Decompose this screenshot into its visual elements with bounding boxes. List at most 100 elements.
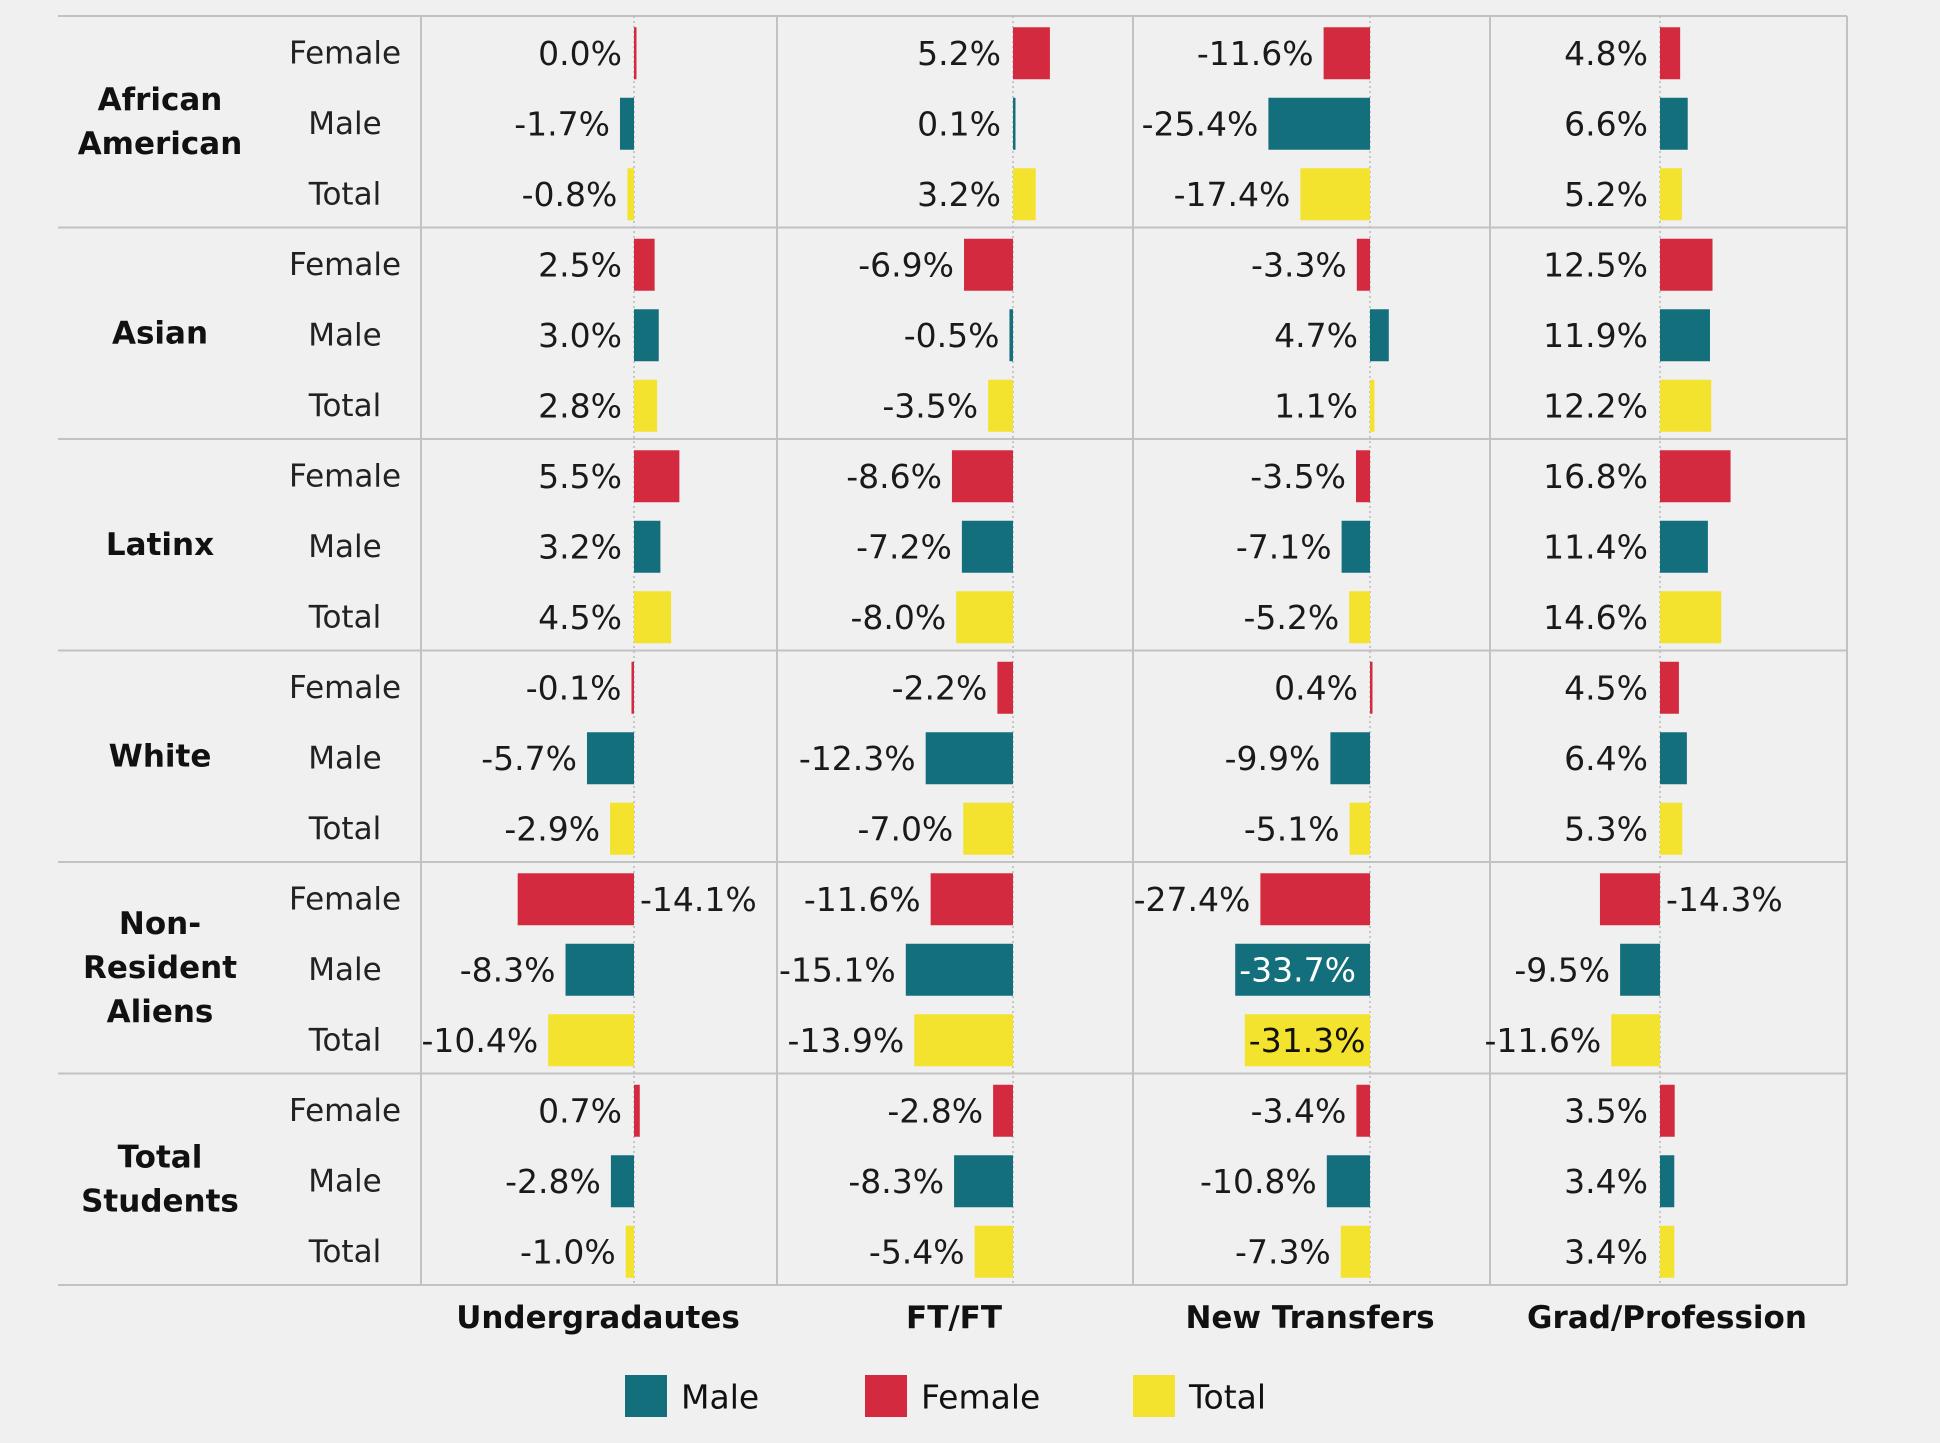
group-label: African [98,82,223,118]
data-label: -33.7% [1239,950,1356,989]
bar-grad-profession-african-american-male [1660,97,1688,150]
bar-undergradautes-non-resident-aliens-total [548,1014,634,1067]
data-label: -17.4% [1174,175,1291,214]
bar-new-transfers-non-resident-aliens-female [1260,873,1370,926]
row-label: Male [308,740,381,776]
row-label: Female [289,881,401,917]
data-label: 4.8% [1564,34,1648,73]
bar-grad-profession-white-female [1660,661,1679,714]
bar-undergradautes-white-female [631,661,634,714]
bar-undergradautes-asian-female [634,238,655,291]
bar-grad-profession-african-american-female [1660,27,1681,80]
data-label: -3.5% [882,386,978,425]
data-label: -1.0% [520,1232,616,1271]
data-label: 4.5% [1564,668,1648,707]
data-label: 0.0% [538,34,622,73]
row-label: Female [289,1093,401,1129]
data-label: 5.5% [538,457,622,496]
bar-ft-ft-african-american-male [1013,97,1016,150]
bar-new-transfers-asian-female [1356,238,1370,291]
data-label: -11.6% [1485,1021,1602,1060]
legend-label-total: Total [1188,1378,1266,1417]
data-label: -1.7% [514,104,610,143]
data-label: -11.6% [804,880,921,919]
data-label: -15.1% [779,950,896,989]
data-label: -8.6% [846,457,942,496]
row-label: Total [308,1234,381,1270]
bar-new-transfers-latinx-male [1341,520,1370,573]
row-label: Total [308,176,381,212]
group-label: American [78,126,243,162]
panel-title-ft-ft: FT/FT [906,1300,1002,1336]
data-label: 11.9% [1543,316,1648,355]
data-label: -2.2% [892,668,988,707]
bar-ft-ft-white-total [963,802,1013,855]
row-label: Male [308,529,381,565]
row-label: Total [308,811,381,847]
bar-new-transfers-latinx-female [1356,450,1370,503]
data-label: -10.8% [1200,1162,1317,1201]
data-label: 16.8% [1543,457,1648,496]
bar-new-transfers-non-resident-aliens-total [1244,1014,1370,1067]
data-label: -12.3% [799,739,916,778]
data-label: 5.3% [1564,809,1648,848]
data-label: -5.4% [869,1232,965,1271]
bar-grad-profession-non-resident-aliens-total [1611,1014,1660,1067]
bar-new-transfers-white-male [1330,732,1370,785]
row-label: Female [289,458,401,494]
data-label: 2.8% [538,386,622,425]
bar-grad-profession-african-american-total [1660,168,1682,221]
bar-new-transfers-african-american-female [1323,27,1370,80]
bar-undergradautes-latinx-male [634,520,661,573]
data-label: -9.5% [1514,950,1610,989]
data-label: 3.4% [1564,1232,1648,1271]
bar-ft-ft-latinx-female [951,450,1013,503]
bar-undergradautes-latinx-total [634,591,672,644]
bar-grad-profession-total-students-female [1660,1084,1675,1137]
group-label: Non- [119,906,201,942]
legend-swatch-female [865,1375,907,1417]
data-label: -3.5% [1250,457,1346,496]
bar-new-transfers-white-total [1349,802,1370,855]
data-label: -25.4% [1142,104,1259,143]
row-label: Male [308,952,381,988]
bar-ft-ft-total-students-female [993,1084,1013,1137]
bar-ft-ft-total-students-male [954,1155,1013,1208]
data-label: -7.0% [858,809,954,848]
data-label: -5.7% [481,739,577,778]
data-label: -3.4% [1251,1091,1347,1130]
bar-undergradautes-white-total [610,802,634,855]
group-label: Students [81,1183,239,1219]
data-label: -9.9% [1225,739,1321,778]
group-label: Total [118,1139,203,1175]
bar-undergradautes-total-students-female [634,1084,640,1137]
bar-grad-profession-total-students-total [1660,1225,1675,1278]
bar-ft-ft-latinx-total [956,591,1013,644]
group-label: Aliens [107,994,214,1030]
data-label: -8.3% [848,1162,944,1201]
data-label: -11.6% [1197,34,1314,73]
data-label: 12.5% [1543,245,1648,284]
row-label: Total [308,1022,381,1058]
data-label: -5.1% [1244,809,1340,848]
row-label: Female [289,670,401,706]
bar-ft-ft-non-resident-aliens-male [905,943,1013,996]
bar-ft-ft-white-female [997,661,1013,714]
row-label: Male [308,1163,381,1199]
legend-label-female: Female [921,1378,1040,1417]
data-label: -31.3% [1249,1021,1366,1060]
bar-ft-ft-non-resident-aliens-total [914,1014,1013,1067]
data-label: 0.7% [538,1091,622,1130]
bar-new-transfers-asian-total [1370,379,1375,432]
data-label: 11.4% [1543,527,1648,566]
bar-new-transfers-latinx-total [1349,591,1370,644]
bar-undergradautes-african-american-male [619,97,634,150]
bar-undergradautes-latinx-female [634,450,680,503]
bar-new-transfers-total-students-total [1340,1225,1370,1278]
row-label: Female [289,35,401,71]
legend-swatch-total [1133,1375,1175,1417]
bar-grad-profession-non-resident-aliens-male [1620,943,1660,996]
data-label: -0.5% [904,316,1000,355]
bar-ft-ft-african-american-female [1013,27,1050,80]
